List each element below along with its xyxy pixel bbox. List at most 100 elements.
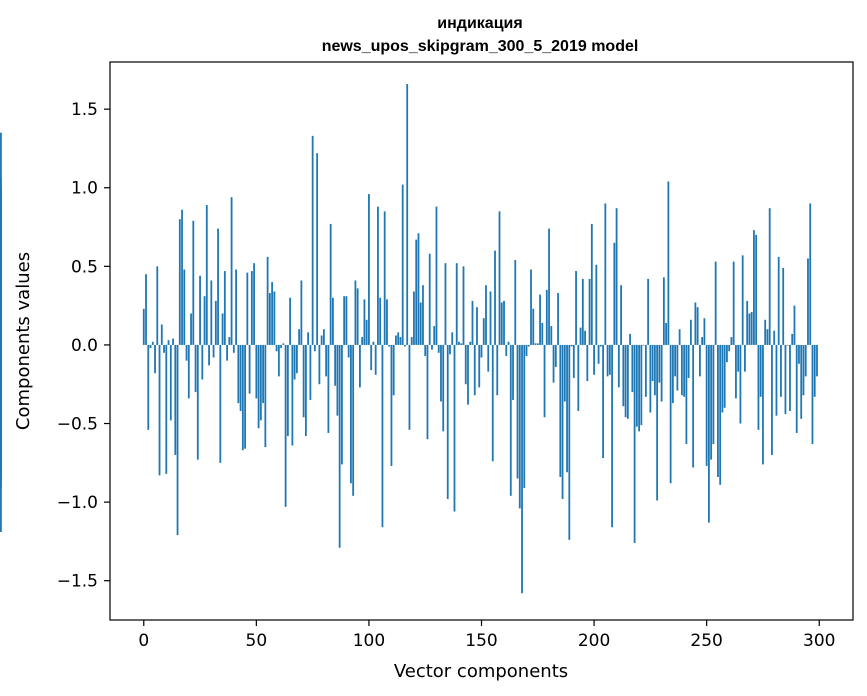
bar-component-65 <box>289 297 292 345</box>
bar-component-83 <box>329 223 332 345</box>
bar-component-undefined <box>0 344 2 400</box>
bar-component-296 <box>809 203 812 345</box>
bar-component-16 <box>178 219 181 345</box>
bar-component-undefined <box>0 190 2 345</box>
bar-component-152 <box>485 285 487 345</box>
bar-component-270 <box>750 311 753 345</box>
bar-component-122 <box>417 233 420 345</box>
bar-component-25 <box>199 275 201 345</box>
bar-component-165 <box>514 260 517 345</box>
bar-component-206 <box>606 344 609 377</box>
bar-component-undefined <box>0 344 2 473</box>
bar-component-203 <box>599 344 602 347</box>
bar-component-60 <box>277 344 280 377</box>
bar-component-32 <box>214 300 217 345</box>
bar-component-82 <box>327 344 330 433</box>
bar-component-88 <box>341 344 343 465</box>
bar-component-177 <box>541 322 544 345</box>
bar-component-268 <box>746 300 749 345</box>
bar-component-274 <box>759 344 762 397</box>
bar-component-219 <box>635 344 638 427</box>
bar-component-208 <box>611 344 613 528</box>
bar-component-253 <box>712 344 715 444</box>
bar-component-0 <box>142 308 145 345</box>
bar-component-187 <box>563 344 566 402</box>
bar-component-137 <box>451 332 454 345</box>
bar-component-157 <box>496 344 499 396</box>
bar-component-47 <box>248 344 251 394</box>
bar-component-278 <box>768 208 771 345</box>
bar-component-209 <box>613 242 616 345</box>
bar-component-143 <box>464 344 467 385</box>
bar-component-85 <box>334 344 337 386</box>
bar-component-97 <box>361 337 364 345</box>
bar-component-158 <box>498 211 501 345</box>
bar-component-6 <box>156 266 159 345</box>
bar-component-7 <box>158 344 161 476</box>
bar-component-13 <box>172 338 174 345</box>
bar-component-17 <box>181 209 183 345</box>
bar-component-73 <box>307 332 310 345</box>
bar-component-171 <box>527 344 530 347</box>
bar-component-107 <box>383 211 386 345</box>
bar-component-290 <box>795 344 798 433</box>
bar-component-147 <box>473 344 476 396</box>
bar-component-8 <box>160 324 163 345</box>
bar-component-218 <box>633 344 636 543</box>
bar-component-162 <box>507 341 510 345</box>
bar-component-285 <box>784 344 787 415</box>
x-tick-label: 250 <box>690 631 722 651</box>
bar-component-42 <box>237 344 240 404</box>
bar-component-103 <box>374 344 377 375</box>
bar-component-78 <box>318 344 321 385</box>
bar-component-159 <box>500 302 503 345</box>
bar-component-241 <box>685 344 688 444</box>
bar-component-166 <box>516 344 519 479</box>
bar-component-120 <box>413 291 415 345</box>
bar-component-79 <box>320 335 323 345</box>
bar-component-28 <box>205 205 208 345</box>
bar-component-53 <box>262 344 264 404</box>
bar-component-200 <box>593 344 595 375</box>
bar-component-50 <box>255 344 258 399</box>
bar-component-38 <box>228 337 231 345</box>
bar-component-244 <box>692 344 695 468</box>
bar-component-66 <box>291 344 294 446</box>
bar-component-115 <box>401 184 404 345</box>
bar-component-149 <box>478 344 481 388</box>
bar-component-295 <box>807 258 809 345</box>
bar-component-98 <box>363 299 366 345</box>
bar-component-20 <box>187 344 190 399</box>
bar-component-101 <box>370 344 373 371</box>
bar-component-105 <box>379 297 382 345</box>
bar-component-46 <box>246 272 249 345</box>
bar-component-undefined <box>0 337 2 345</box>
bar-component-280 <box>773 330 776 345</box>
bar-component-125 <box>424 344 427 356</box>
bar-component-96 <box>359 344 361 388</box>
bar-component-24 <box>196 344 199 460</box>
bar-component-48 <box>250 271 253 345</box>
bar-component-284 <box>782 267 785 345</box>
bar-component-89 <box>343 296 346 345</box>
bar-component-61 <box>280 344 283 349</box>
bar-component-43 <box>239 344 242 411</box>
bar-component-225 <box>649 344 652 413</box>
bar-component-228 <box>656 344 659 501</box>
bar-component-108 <box>386 299 388 345</box>
bar-component-76 <box>313 344 316 352</box>
bar-component-154 <box>489 291 492 345</box>
bar-component-54 <box>264 344 267 448</box>
y-tick-label: 0.0 <box>71 336 98 356</box>
bar-component-266 <box>741 255 744 345</box>
bar-component-227 <box>653 344 656 396</box>
bar-component-71 <box>302 344 305 418</box>
bar-component-255 <box>717 344 719 477</box>
bar-component-2 <box>147 344 150 430</box>
bar-component-258 <box>723 344 726 408</box>
bar-component-155 <box>491 344 494 462</box>
bar-component-277 <box>766 329 769 345</box>
bar-component-116 <box>404 344 406 347</box>
bar-component-214 <box>624 344 627 418</box>
